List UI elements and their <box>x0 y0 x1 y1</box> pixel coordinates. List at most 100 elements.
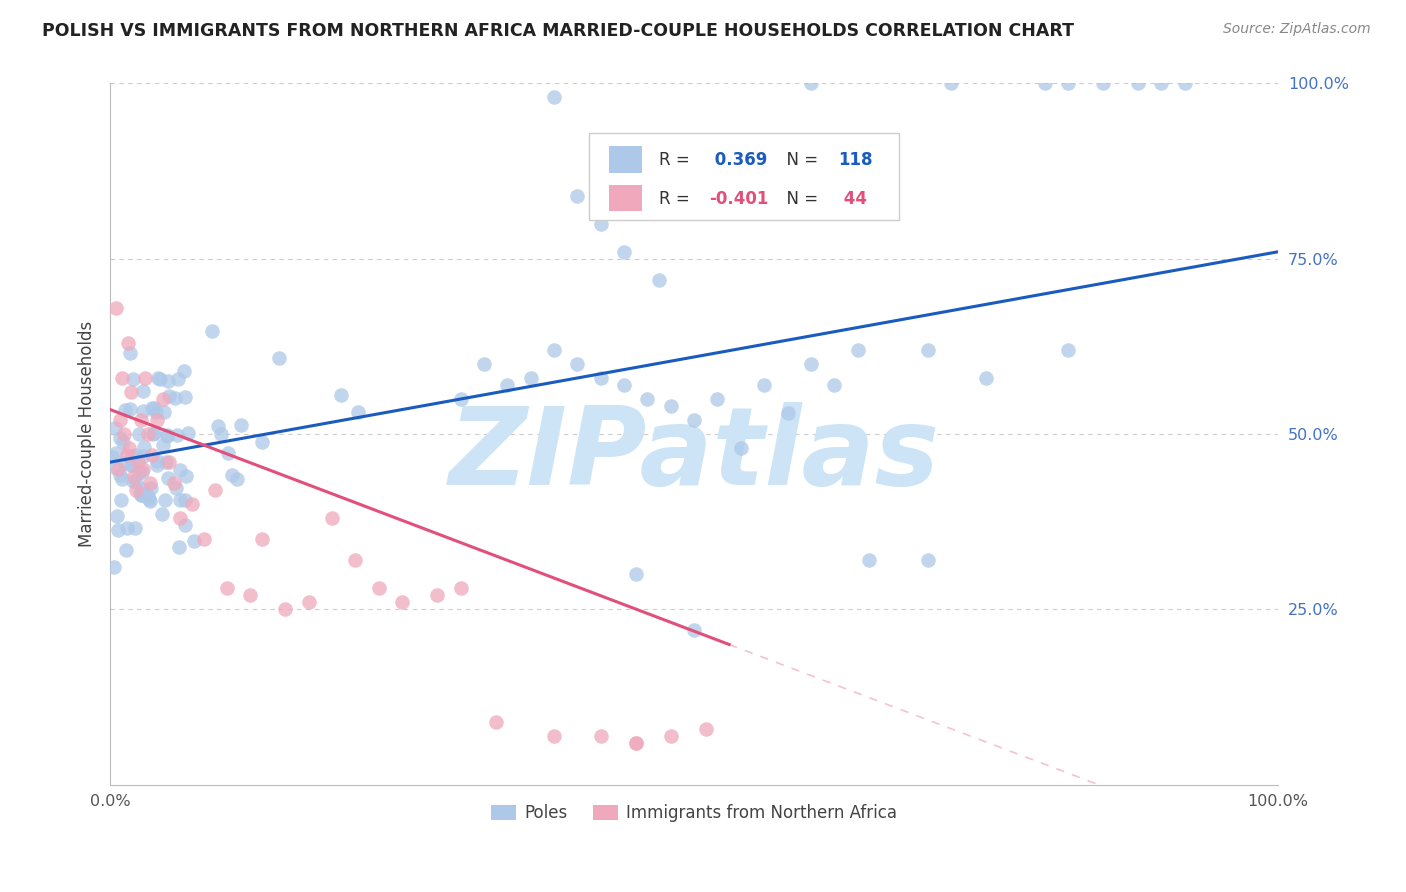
Point <box>104 421 127 435</box>
Point <box>274 602 297 616</box>
Point <box>157 388 180 402</box>
Point <box>846 343 869 357</box>
Text: 44: 44 <box>838 190 866 208</box>
Point <box>134 371 156 385</box>
Point <box>129 413 152 427</box>
Point <box>169 493 191 508</box>
Point <box>169 463 191 477</box>
Point <box>329 388 352 402</box>
Point <box>567 357 589 371</box>
Point <box>174 517 197 532</box>
Point <box>683 624 706 638</box>
Point <box>917 553 939 567</box>
Point <box>128 465 150 479</box>
Point <box>114 456 136 470</box>
Point <box>120 346 142 360</box>
Point <box>267 351 290 366</box>
Point <box>149 372 172 386</box>
Point <box>121 371 143 385</box>
Point <box>1174 77 1197 91</box>
Point <box>142 426 165 441</box>
Point <box>939 77 962 91</box>
Point <box>567 188 589 202</box>
Point <box>125 483 148 498</box>
Point <box>1150 77 1173 91</box>
Point <box>1057 77 1080 91</box>
Point <box>110 431 132 445</box>
Point <box>112 427 135 442</box>
Point <box>426 588 449 602</box>
Point <box>128 427 150 442</box>
Point <box>496 378 519 392</box>
Point <box>209 426 232 441</box>
Point <box>659 729 682 743</box>
Point <box>101 450 124 464</box>
Point <box>776 406 799 420</box>
Point <box>131 465 153 479</box>
Point <box>180 497 202 511</box>
Text: POLISH VS IMMIGRANTS FROM NORTHERN AFRICA MARRIED-COUPLE HOUSEHOLDS CORRELATION : POLISH VS IMMIGRANTS FROM NORTHERN AFRIC… <box>42 22 1074 40</box>
Point <box>132 462 155 476</box>
Point <box>114 403 136 417</box>
Point <box>115 521 138 535</box>
Point <box>155 455 177 469</box>
Point <box>141 401 163 416</box>
Point <box>146 458 169 473</box>
Point <box>166 372 188 386</box>
Point <box>823 378 845 392</box>
Point <box>111 434 134 449</box>
Point <box>118 401 141 416</box>
Point <box>150 507 173 521</box>
Point <box>344 553 367 567</box>
Point <box>146 371 169 385</box>
Point <box>131 488 153 502</box>
Point <box>163 391 186 405</box>
Point <box>239 588 262 602</box>
Point <box>800 77 823 91</box>
Point <box>157 455 180 469</box>
Point <box>367 582 389 596</box>
Point <box>122 474 145 488</box>
Point <box>143 401 166 415</box>
Text: R =: R = <box>659 190 695 208</box>
Point <box>613 244 636 259</box>
Point <box>624 736 647 750</box>
Point <box>115 542 138 557</box>
Point <box>589 371 612 385</box>
Point <box>519 371 541 385</box>
Point <box>695 722 717 736</box>
Point <box>103 559 125 574</box>
FancyBboxPatch shape <box>589 133 898 220</box>
Point <box>472 357 495 371</box>
Point <box>118 441 141 455</box>
Point <box>543 90 565 104</box>
Point <box>105 301 128 315</box>
Point <box>107 462 129 476</box>
Point <box>589 729 612 743</box>
Point <box>346 405 368 419</box>
Point <box>167 540 190 554</box>
Point <box>105 446 128 460</box>
Point <box>177 425 200 440</box>
Point <box>250 533 273 547</box>
Point <box>450 392 472 406</box>
Point <box>127 455 149 469</box>
Point <box>1057 343 1080 357</box>
FancyBboxPatch shape <box>609 146 641 173</box>
Point <box>111 472 134 486</box>
Point <box>146 413 169 427</box>
Point <box>139 482 162 496</box>
Point <box>145 404 167 418</box>
Text: N =: N = <box>776 152 824 169</box>
Point <box>132 449 155 463</box>
Point <box>165 481 187 495</box>
Point <box>173 364 195 378</box>
Point <box>543 343 565 357</box>
Point <box>152 392 174 406</box>
Point <box>110 492 132 507</box>
Point <box>121 449 143 463</box>
Point <box>121 458 143 472</box>
Point <box>156 429 179 443</box>
Point <box>683 413 706 427</box>
Point <box>215 582 238 596</box>
